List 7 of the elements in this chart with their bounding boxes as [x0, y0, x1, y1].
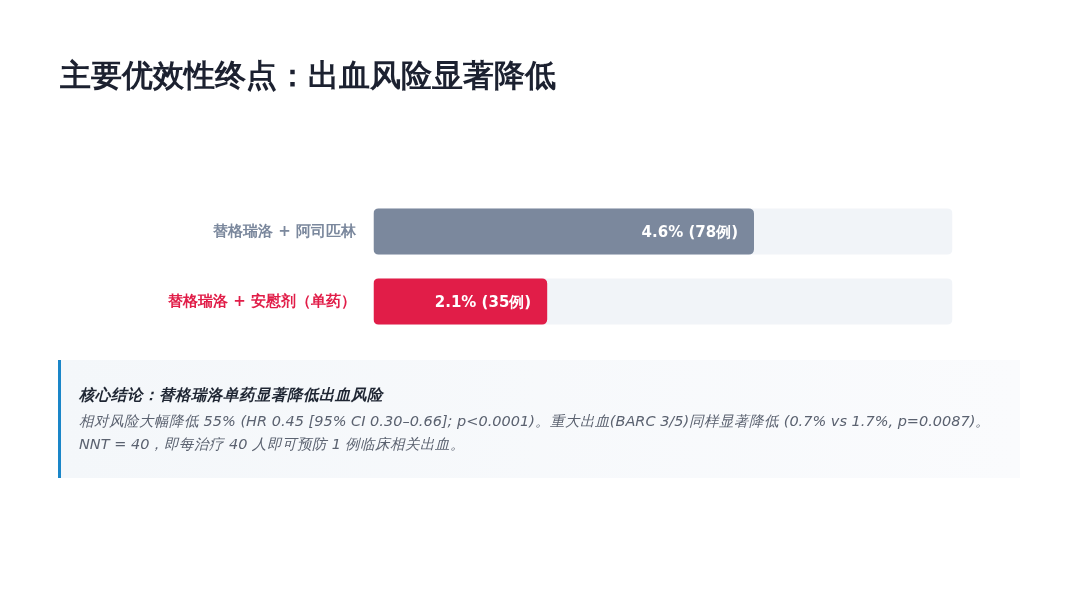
- data-label: 4.6% (78例): [641, 222, 738, 241]
- text: 相对风险大幅降低 55% (HR 0.45 [95% CI 0.30–0.66]; p<0.0001)。重大出血(BARC 3/5)同样显著降低 (0.7% vs 1.7%, p=0.0087)。NNT = 40，即每治疗 40 人即可预防 1 例临床相关出血。: [79, 412, 992, 455]
- chart-title: 主要优效性终点：出血风险显著降低: [60, 56, 556, 95]
- y-tick-label: 替格瑞洛 + 安慰剂（单药）: [167, 291, 356, 312]
- text: 核心结论：替格瑞洛单药显著降低出血风险: [79, 384, 385, 406]
- y-tick-label: 替格瑞洛 + 阿司匹林: [212, 221, 356, 242]
- data-label: 2.1% (35例): [434, 292, 532, 311]
